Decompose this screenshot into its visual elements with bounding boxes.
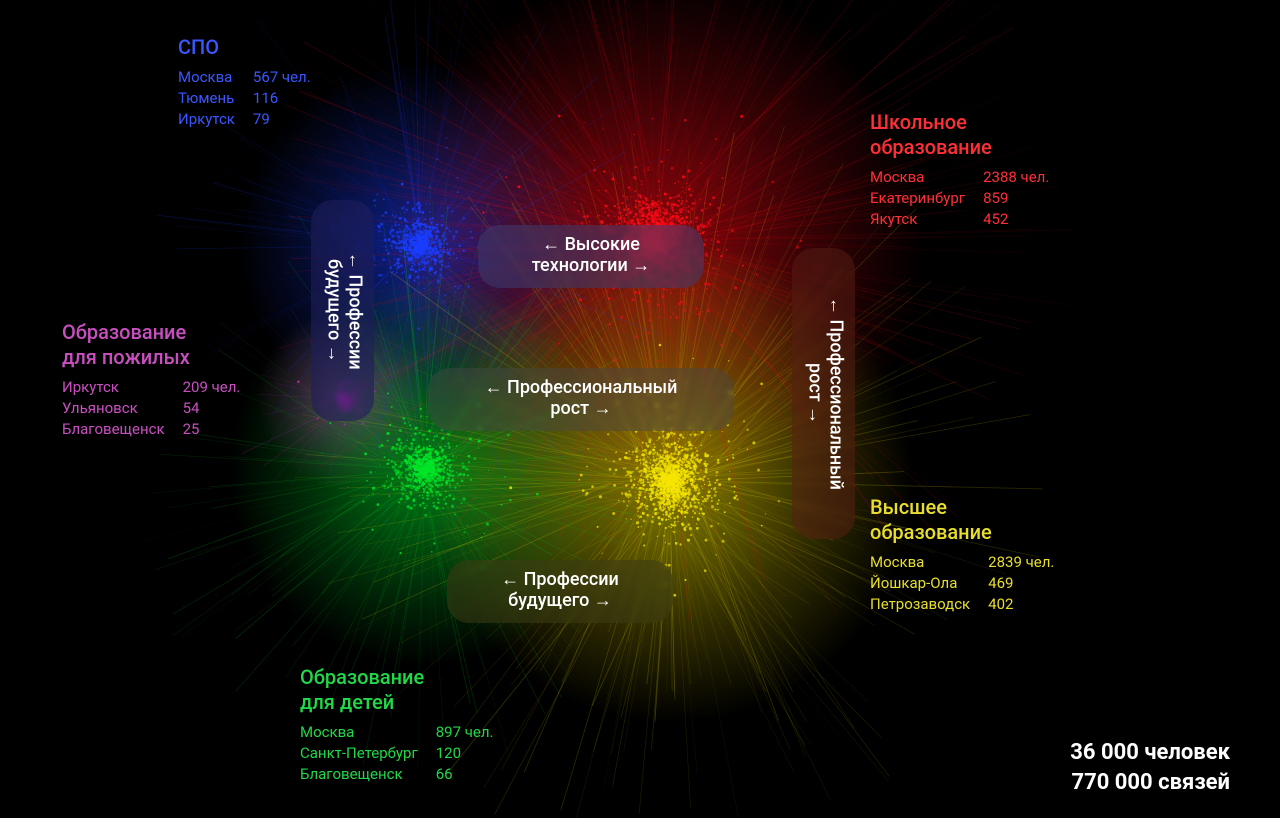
cluster-value: 116 (253, 89, 311, 110)
cluster-value: 66 (436, 765, 494, 786)
cluster-label-elderly: Образование для пожилых Иркутск209 чел.Ул… (62, 320, 240, 440)
cluster-rows: Москва2388 чел.Екатеринбург859Якутск452 (870, 168, 1049, 230)
pill-line: ← Профессиональный (446, 378, 716, 399)
cluster-row: Москва567 чел. (178, 68, 311, 89)
cluster-row: Йошкар-Ола469 (870, 574, 1054, 595)
cluster-value: 25 (183, 420, 241, 441)
cluster-row: Благовещенск25 (62, 420, 240, 441)
summary-stat: 36 000 человек (1070, 740, 1230, 765)
cluster-value: 402 (988, 595, 1054, 616)
cluster-title: СПО (178, 35, 311, 60)
cluster-rows: Москва567 чел.Тюмень116Иркутск79 (178, 68, 311, 130)
cluster-city: Петрозаводск (870, 595, 988, 616)
cluster-city: Благовещенск (62, 420, 183, 441)
cluster-city: Москва (300, 723, 436, 744)
axis-pill-growth_right: ← Профессиональныйрост → (792, 248, 855, 539)
cluster-title: Образование для детей (300, 665, 494, 715)
cluster-value: 2839 чел. (988, 553, 1054, 574)
cluster-rows: Иркутск209 чел.Ульяновск54Благовещенск25 (62, 378, 240, 440)
cluster-city: Москва (870, 168, 983, 189)
cluster-rows: Москва897 чел.Санкт-Петербург120Благовещ… (300, 723, 494, 785)
pill-line: ← Профессии (465, 570, 655, 591)
cluster-value: 54 (183, 399, 241, 420)
cluster-city: Екатеринбург (870, 189, 983, 210)
pill-line: ← Профессии (344, 218, 365, 403)
cluster-value: 120 (436, 744, 494, 765)
cluster-row: Благовещенск66 (300, 765, 494, 786)
pill-line: рост → (804, 266, 825, 521)
cluster-row: Иркутск209 чел. (62, 378, 240, 399)
cluster-label-kids: Образование для детей Москва897 чел.Санкт… (300, 665, 494, 785)
cluster-value: 469 (988, 574, 1054, 595)
cluster-row: Якутск452 (870, 210, 1049, 231)
cluster-row: Москва2388 чел. (870, 168, 1049, 189)
cluster-row: Петрозаводск402 (870, 595, 1054, 616)
cluster-row: Москва897 чел. (300, 723, 494, 744)
cluster-value: 79 (253, 110, 311, 131)
cluster-title: Образование для пожилых (62, 320, 240, 370)
cluster-row: Екатеринбург859 (870, 189, 1049, 210)
cluster-value: 859 (983, 189, 1049, 210)
cluster-title: Высшее образование (870, 495, 1054, 545)
cluster-city: Москва (178, 68, 253, 89)
cluster-city: Санкт-Петербург (300, 744, 436, 765)
cluster-value: 209 чел. (183, 378, 241, 399)
axis-pill-future_left: ← Профессиибудущего → (311, 200, 374, 421)
cluster-value: 567 чел. (253, 68, 311, 89)
cluster-city: Ульяновск (62, 399, 183, 420)
cluster-row: Иркутск79 (178, 110, 311, 131)
cluster-row: Тюмень116 (178, 89, 311, 110)
cluster-city: Йошкар-Ола (870, 574, 988, 595)
axis-pill-growth_center: ← Профессиональныйрост → (428, 368, 734, 431)
pill-line: технологии → (496, 256, 686, 277)
summary-stat: 770 000 связей (1071, 770, 1230, 795)
pill-line: будущего → (323, 218, 344, 403)
cluster-row: Санкт-Петербург120 (300, 744, 494, 765)
cluster-city: Тюмень (178, 89, 253, 110)
axis-pill-future_bottom: ← Профессиибудущего → (447, 560, 673, 623)
cluster-title: Школьное образование (870, 110, 1049, 160)
cluster-label-higher: Высшее образование Москва2839 чел.Йошкар-… (870, 495, 1054, 615)
cluster-rows: Москва2839 чел.Йошкар-Ола469Петрозаводск… (870, 553, 1054, 615)
cluster-label-spo: СПО Москва567 чел.Тюмень116Иркутск79 (178, 35, 311, 130)
cluster-city: Москва (870, 553, 988, 574)
cluster-value: 897 чел. (436, 723, 494, 744)
pill-line: ← Высокие (496, 235, 686, 256)
cluster-city: Иркутск (62, 378, 183, 399)
cluster-value: 452 (983, 210, 1049, 231)
axis-pill-tech: ← Высокиетехнологии → (478, 225, 704, 288)
cluster-row: Ульяновск54 (62, 399, 240, 420)
pill-line: ← Профессиональный (825, 266, 846, 521)
cluster-label-school: Школьное образование Москва2388 чел.Екате… (870, 110, 1049, 230)
cluster-value: 2388 чел. (983, 168, 1049, 189)
cluster-row: Москва2839 чел. (870, 553, 1054, 574)
pill-line: рост → (446, 399, 716, 420)
cluster-city: Якутск (870, 210, 983, 231)
pill-line: будущего → (465, 591, 655, 612)
cluster-city: Благовещенск (300, 765, 436, 786)
cluster-city: Иркутск (178, 110, 253, 131)
